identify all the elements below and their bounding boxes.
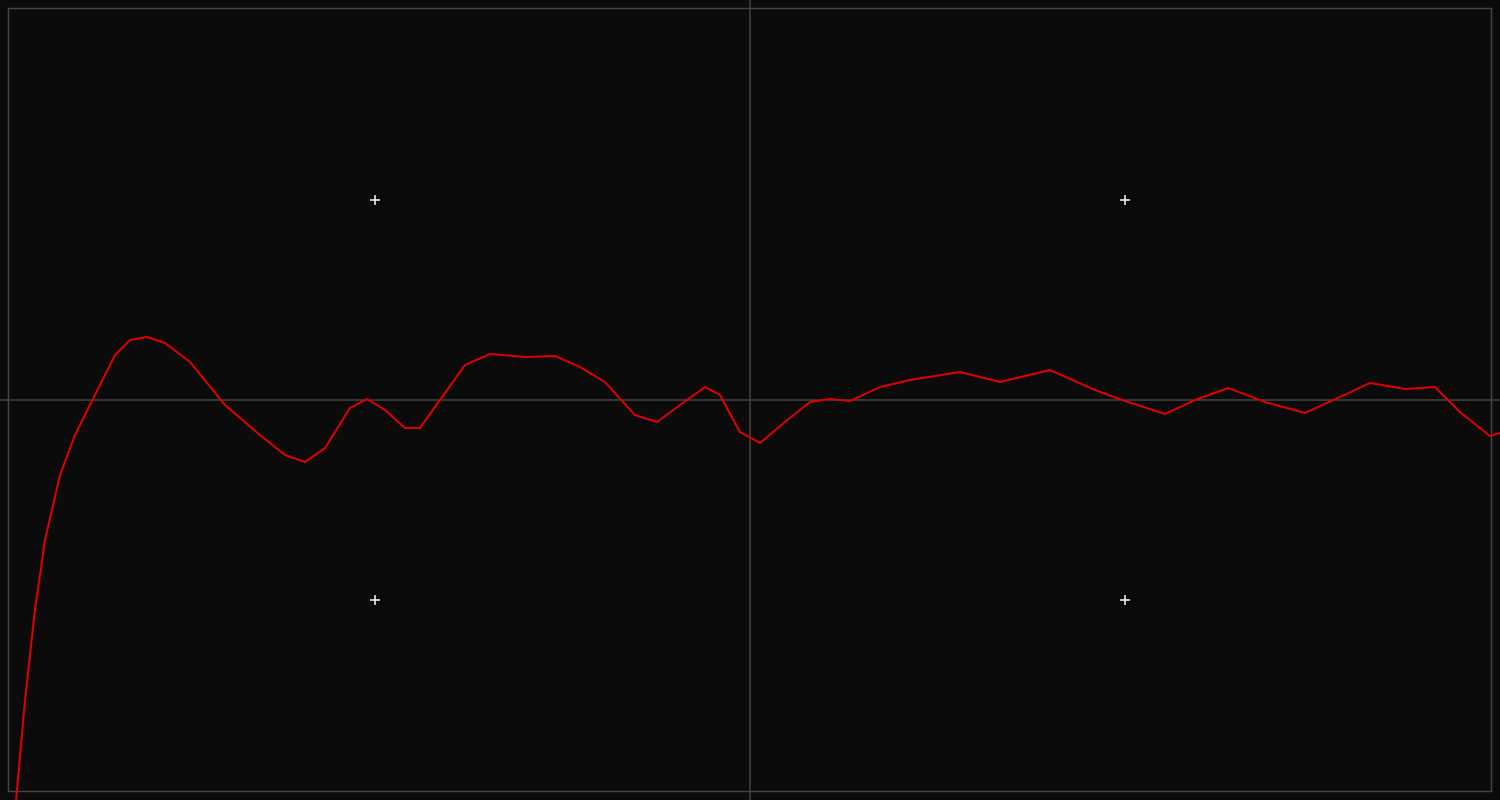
cross-marker [370, 195, 1130, 605]
signal-line [15, 336, 1500, 800]
crosshair-markers [370, 195, 1130, 605]
